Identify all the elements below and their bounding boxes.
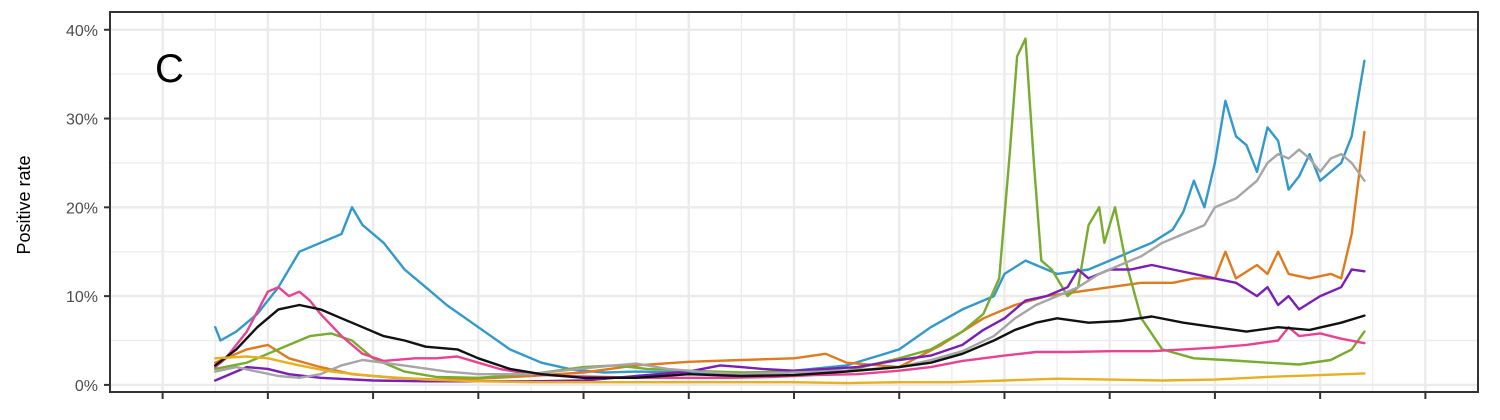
series-line-4 — [214, 286, 1366, 379]
series-line-8 — [214, 355, 1366, 385]
y-tick-label: 30% — [66, 112, 98, 129]
series-line-7 — [214, 303, 1366, 379]
x-axis — [161, 392, 1427, 399]
y-tick-label: 10% — [66, 289, 98, 306]
y-axis-title: Positive rate — [14, 155, 34, 254]
panel-label: C — [155, 47, 184, 91]
y-tick-label: 0% — [75, 378, 98, 395]
series-line-3 — [214, 37, 1366, 379]
y-tick-label: 20% — [66, 200, 98, 217]
series-line-1 — [214, 59, 1366, 375]
series-lines — [214, 37, 1366, 385]
series-line-6 — [214, 148, 1366, 379]
y-axis: 0% 10% 20% 30% 40% — [66, 23, 110, 395]
grid-lines — [110, 12, 1478, 392]
y-tick-label: 40% — [66, 23, 98, 40]
series-line-2 — [214, 130, 1366, 381]
